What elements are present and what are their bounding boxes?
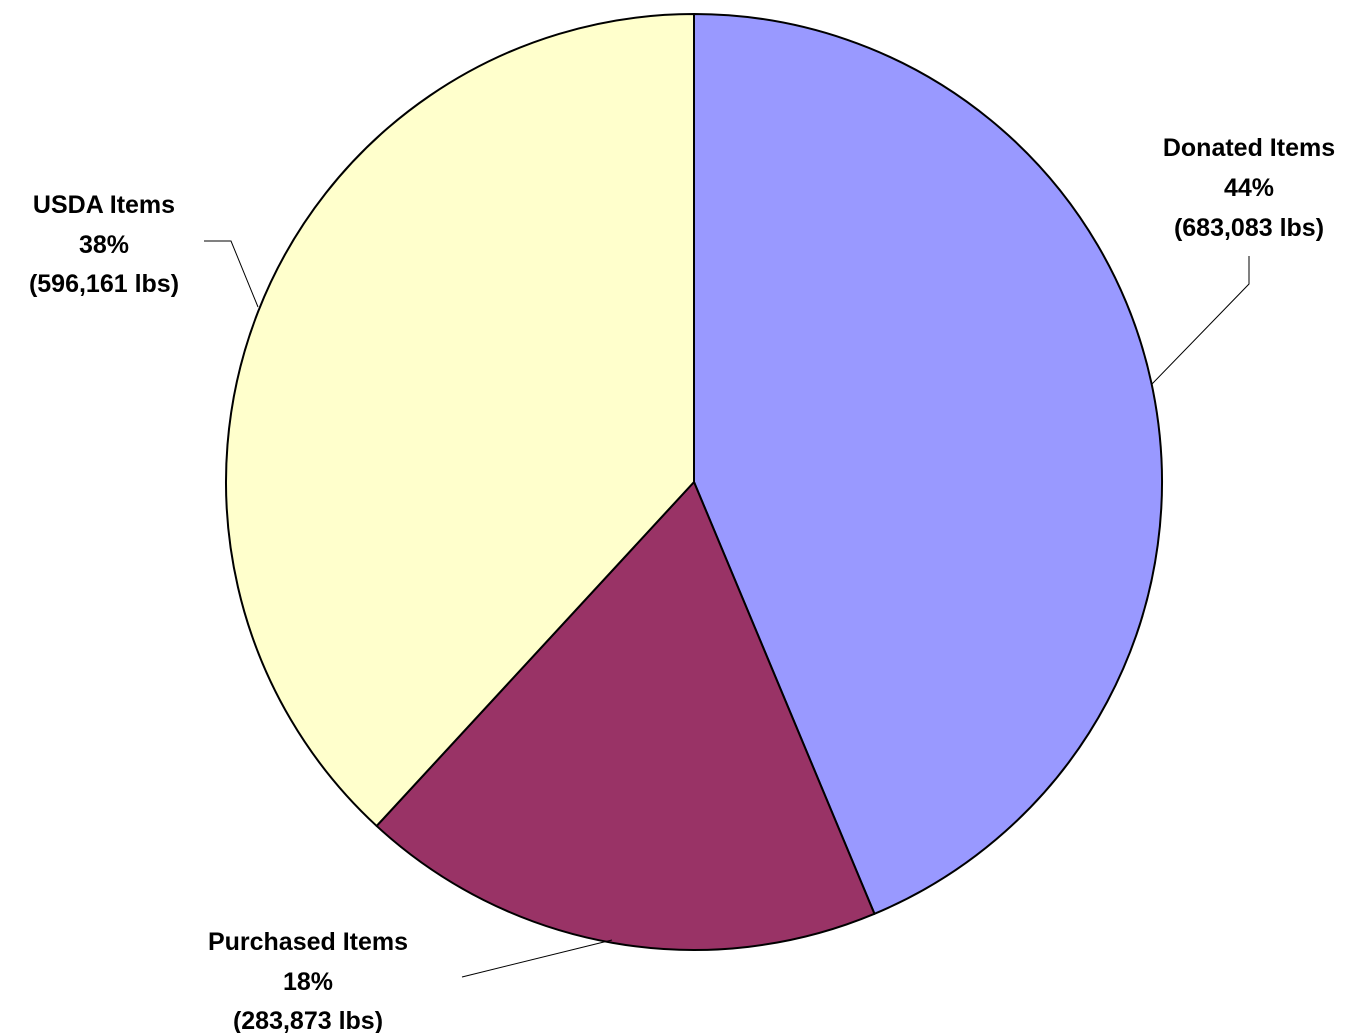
usda-items-percent: 38%	[79, 231, 129, 259]
purchased-items-percent: 18%	[283, 968, 333, 996]
pie-slices	[225, 13, 1163, 951]
slice-label-usda-items: USDA Items 38% (596,161 lbs)	[29, 191, 179, 298]
leader-line-purchased-items	[461, 939, 613, 978]
slice-label-purchased-items: Purchased Items 18% (283,873 lbs)	[208, 928, 408, 1033]
pie-slice-usda-items	[225, 13, 695, 827]
leader-line-donated-items	[1151, 256, 1250, 385]
pie-slice-purchased-items	[375, 481, 876, 951]
donated-items-amount: (683,083 lbs)	[1174, 214, 1324, 242]
usda-items-amount: (596,161 lbs)	[29, 270, 179, 298]
leader-lines	[204, 240, 1250, 978]
donated-items-name: Donated Items	[1163, 134, 1335, 162]
purchased-items-name: Purchased Items	[208, 928, 408, 956]
pie-slice-donated-items	[693, 13, 1163, 915]
donated-items-percent: 44%	[1224, 174, 1274, 202]
leader-line-usda-items	[204, 240, 259, 308]
usda-items-name: USDA Items	[33, 191, 175, 219]
purchased-items-amount: (283,873 lbs)	[233, 1007, 383, 1033]
slice-label-donated-items: Donated Items 44% (683,083 lbs)	[1163, 134, 1335, 242]
